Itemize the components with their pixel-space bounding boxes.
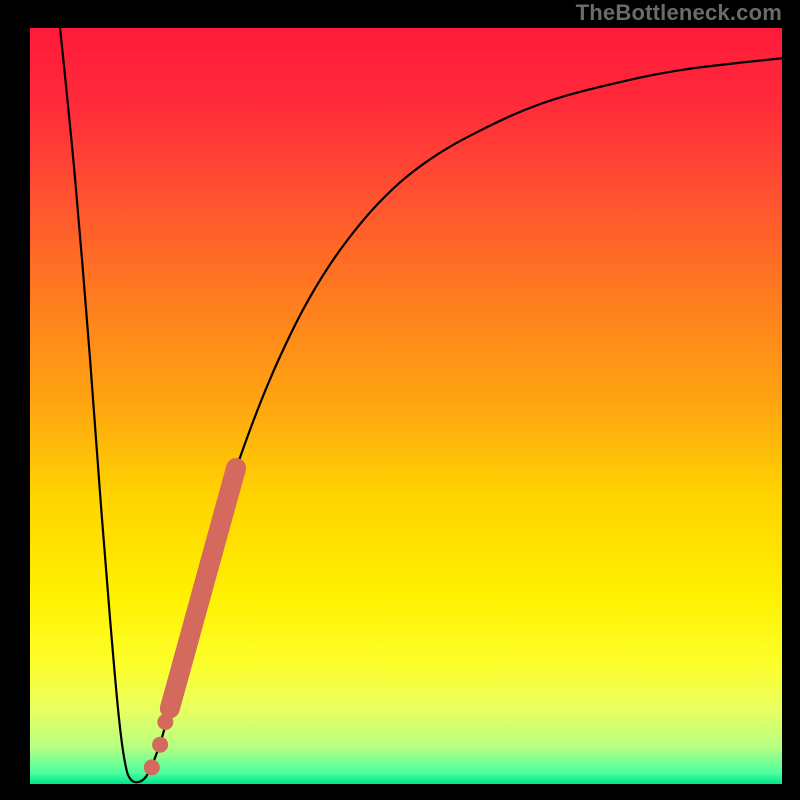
highlight-dot [144,759,160,775]
highlight-dot [157,714,173,730]
gradient-plot-area [30,28,782,784]
highlight-dot [152,737,168,753]
watermark-text: TheBottleneck.com [576,0,782,26]
bottleneck-chart [0,0,800,800]
chart-container: { "watermark": { "text": "TheBottleneck.… [0,0,800,800]
